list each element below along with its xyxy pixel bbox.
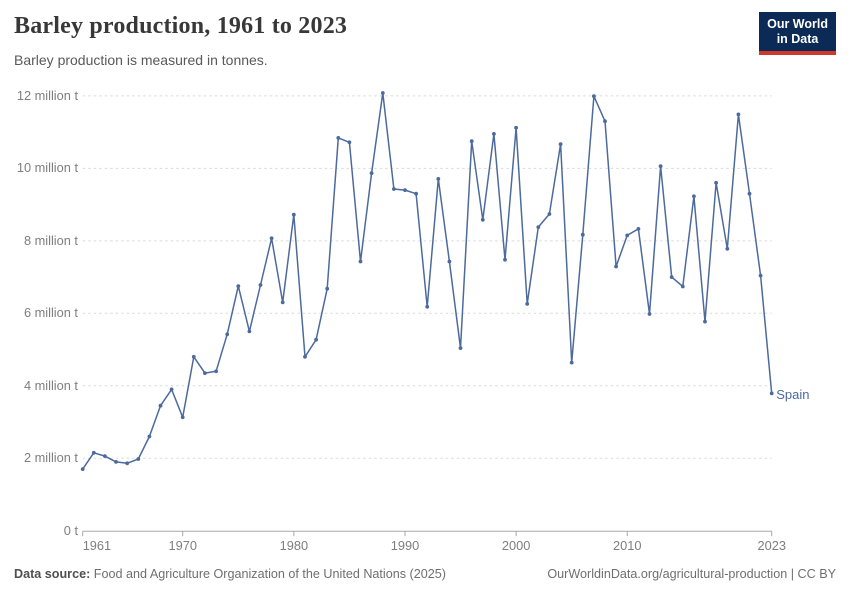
- y-axis-label: 8 million t: [23, 232, 78, 248]
- data-point[interactable]: [580, 232, 585, 237]
- data-point[interactable]: [114, 460, 118, 464]
- data-point[interactable]: [747, 191, 752, 196]
- data-point[interactable]: [91, 450, 96, 455]
- data-point[interactable]: [236, 284, 241, 288]
- y-axis-label: 4 million t: [23, 377, 78, 393]
- data-point[interactable]: [525, 302, 530, 306]
- data-point[interactable]: [169, 387, 174, 392]
- data-point[interactable]: [469, 139, 474, 144]
- data-point[interactable]: [569, 360, 574, 365]
- data-point[interactable]: [347, 140, 352, 145]
- data-point[interactable]: [636, 227, 641, 231]
- x-axis-label: 2010: [613, 538, 642, 553]
- data-point[interactable]: [480, 217, 485, 222]
- credit-link[interactable]: OurWorldinData.org/agricultural-producti…: [547, 567, 836, 581]
- data-point[interactable]: [447, 259, 452, 264]
- data-point[interactable]: [191, 354, 196, 359]
- data-point[interactable]: [625, 233, 630, 238]
- data-point[interactable]: [592, 94, 596, 99]
- data-point[interactable]: [647, 312, 652, 316]
- data-point[interactable]: [614, 264, 618, 269]
- data-point[interactable]: [703, 319, 707, 324]
- data-point[interactable]: [669, 275, 674, 279]
- data-point[interactable]: [225, 332, 230, 337]
- data-point[interactable]: [692, 194, 696, 199]
- data-point[interactable]: [203, 371, 207, 375]
- owid-logo-line1: Our World: [767, 17, 828, 31]
- page-title: Barley production, 1961 to 2023: [14, 13, 348, 39]
- data-point[interactable]: [314, 337, 318, 342]
- owid-logo: Our World in Data: [759, 12, 836, 55]
- data-point[interactable]: [769, 391, 774, 396]
- x-axis-label: 1970: [168, 538, 197, 553]
- data-point[interactable]: [714, 180, 718, 185]
- data-point[interactable]: [214, 369, 219, 374]
- data-point[interactable]: [303, 354, 307, 359]
- y-axis-label: 12 million t: [16, 87, 78, 103]
- data-point[interactable]: [758, 273, 763, 278]
- data-point[interactable]: [325, 286, 330, 291]
- data-point[interactable]: [336, 136, 341, 140]
- data-point[interactable]: [247, 329, 252, 334]
- data-point[interactable]: [503, 257, 507, 262]
- data-point[interactable]: [258, 283, 263, 287]
- data-point[interactable]: [80, 467, 85, 471]
- series-label-spain[interactable]: Spain: [776, 387, 810, 403]
- data-point[interactable]: [125, 461, 130, 466]
- data-point[interactable]: [358, 259, 363, 264]
- data-point[interactable]: [280, 300, 285, 305]
- x-axis-label: 2000: [501, 538, 531, 553]
- data-point[interactable]: [558, 142, 563, 147]
- data-point[interactable]: [658, 164, 663, 169]
- data-point[interactable]: [147, 434, 152, 439]
- data-point[interactable]: [380, 91, 385, 95]
- y-axis-label: 10 million t: [16, 160, 78, 176]
- data-point[interactable]: [725, 246, 730, 251]
- x-axis-label: 1961: [82, 538, 112, 553]
- data-point[interactable]: [136, 457, 141, 461]
- x-axis-label: 2023: [757, 538, 786, 553]
- data-point[interactable]: [547, 212, 552, 216]
- data-point[interactable]: [425, 304, 430, 309]
- series-line: [81, 92, 773, 470]
- x-axis-label: 1980: [279, 538, 309, 553]
- y-axis-label: 6 million t: [23, 305, 78, 321]
- y-axis-label: 0 t: [63, 522, 78, 538]
- chart-subtitle: Barley production is measured in tonnes.: [14, 52, 268, 68]
- data-point[interactable]: [269, 236, 274, 241]
- data-point[interactable]: [514, 125, 518, 130]
- data-point[interactable]: [736, 112, 741, 117]
- data-point[interactable]: [103, 454, 107, 458]
- owid-logo-line2: in Data: [776, 32, 819, 46]
- data-point[interactable]: [180, 415, 185, 420]
- data-point[interactable]: [369, 171, 374, 176]
- data-point[interactable]: [392, 187, 396, 191]
- data-point[interactable]: [436, 177, 441, 181]
- data-point[interactable]: [458, 346, 463, 350]
- data-source-label: Data source:: [14, 567, 91, 581]
- data-point[interactable]: [403, 188, 407, 193]
- y-axis-label: 2 million t: [23, 450, 78, 466]
- x-axis-label: 1990: [390, 538, 420, 553]
- data-point[interactable]: [536, 225, 541, 230]
- data-point[interactable]: [158, 403, 163, 408]
- data-point[interactable]: [414, 191, 418, 196]
- data-source-note: Data source: Food and Agriculture Organi…: [14, 567, 446, 581]
- data-point[interactable]: [291, 212, 296, 217]
- data-point[interactable]: [492, 132, 496, 136]
- data-point[interactable]: [680, 284, 685, 289]
- data-source-text: Food and Agriculture Organization of the…: [90, 567, 446, 581]
- data-point[interactable]: [603, 119, 607, 124]
